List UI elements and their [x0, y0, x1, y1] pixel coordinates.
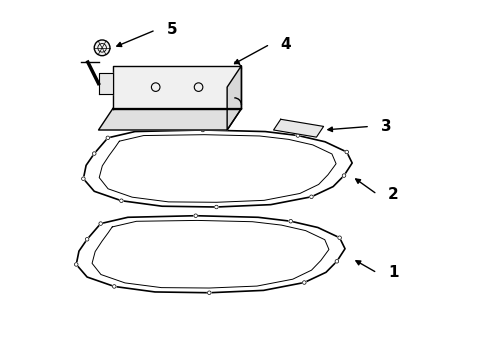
- Circle shape: [215, 205, 218, 209]
- Polygon shape: [113, 66, 242, 109]
- Circle shape: [289, 220, 293, 223]
- Circle shape: [99, 222, 102, 225]
- Polygon shape: [98, 109, 242, 130]
- Polygon shape: [273, 119, 323, 137]
- Circle shape: [335, 260, 339, 263]
- Circle shape: [345, 150, 348, 154]
- Circle shape: [207, 291, 211, 294]
- Circle shape: [201, 128, 205, 132]
- Circle shape: [74, 263, 78, 266]
- Text: 2: 2: [388, 187, 399, 202]
- Polygon shape: [227, 66, 242, 130]
- Circle shape: [85, 238, 89, 241]
- Text: 5: 5: [167, 22, 177, 37]
- Polygon shape: [98, 73, 113, 94]
- Circle shape: [302, 281, 306, 284]
- Circle shape: [120, 199, 123, 203]
- Circle shape: [106, 136, 110, 140]
- Circle shape: [113, 285, 116, 288]
- Circle shape: [82, 177, 85, 180]
- Text: 3: 3: [381, 119, 392, 134]
- Circle shape: [338, 236, 342, 239]
- Text: 1: 1: [388, 265, 398, 280]
- Circle shape: [310, 195, 313, 199]
- Circle shape: [194, 214, 197, 217]
- Text: 4: 4: [281, 37, 292, 52]
- Circle shape: [93, 152, 96, 156]
- Circle shape: [94, 40, 110, 56]
- Circle shape: [296, 134, 300, 137]
- Circle shape: [342, 174, 346, 177]
